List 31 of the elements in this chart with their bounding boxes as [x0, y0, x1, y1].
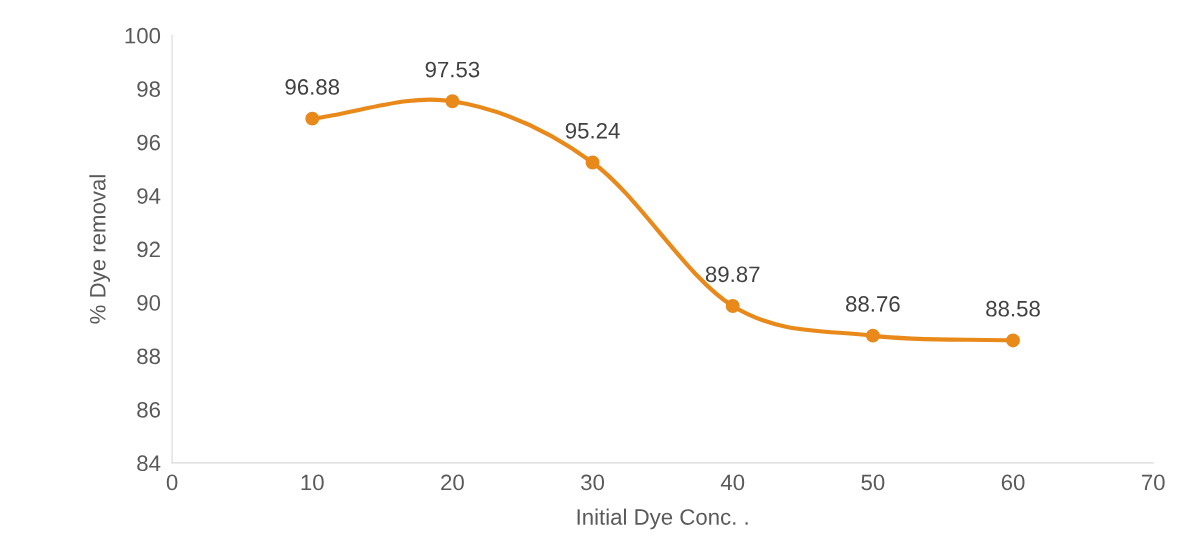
y-tick-label: 94 [137, 188, 161, 204]
x-tick-label: 70 [1141, 474, 1165, 491]
point [305, 111, 320, 126]
data-label: 88.58 [986, 300, 1040, 317]
point [585, 155, 600, 170]
x-tick-label: 0 [166, 474, 178, 491]
x-tick-label: 10 [301, 474, 324, 491]
point [445, 94, 460, 109]
y-tick-label: 88 [137, 348, 160, 365]
y-tick-label: 92 [137, 241, 160, 258]
y-tick-label: 100 [125, 27, 161, 44]
x-tick-label: 20 [441, 474, 464, 491]
data-label: 97.53 [425, 61, 480, 78]
y-tick-label: 86 [137, 401, 160, 418]
point [725, 299, 740, 313]
y-tick-label: 96 [137, 134, 160, 151]
x-tick-label: 60 [1001, 474, 1025, 491]
data-label: 95.24 [565, 122, 620, 139]
y-tick-label: 98 [137, 81, 160, 97]
x-tick-label: 50 [861, 474, 885, 491]
point [1006, 333, 1020, 348]
x-tick-label: 30 [581, 474, 605, 491]
x-axis-title: Initial Dye Conc. . [577, 508, 748, 530]
y-tick-label: 84 [137, 455, 161, 472]
data-label: 96.88 [285, 79, 340, 95]
x-tick-label: 40 [720, 474, 745, 491]
data-label: 89.87 [705, 266, 760, 283]
point [865, 328, 880, 343]
y-tick-label: 90 [137, 295, 161, 311]
y-axis-title: % Dye removal [89, 175, 111, 324]
data-label: 88.76 [846, 296, 900, 312]
